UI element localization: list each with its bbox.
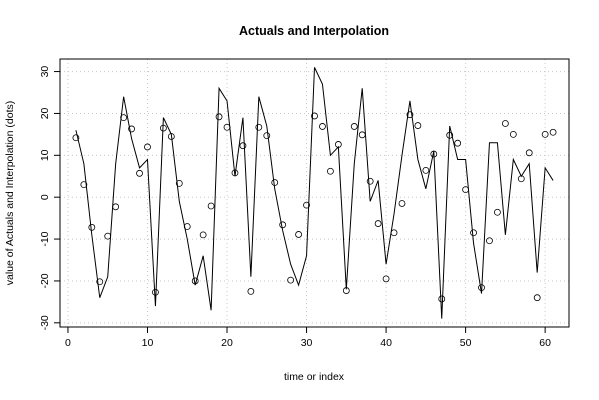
data-point (334, 141, 342, 148)
x-tick-label: 60 (539, 337, 551, 349)
data-point (517, 175, 525, 183)
y-tick-label: 10 (39, 149, 51, 161)
data-point (509, 130, 517, 138)
data-point (462, 186, 470, 194)
data-point (446, 131, 454, 139)
x-axis-label: time or index (284, 371, 345, 383)
data-point (207, 202, 215, 210)
data-point (374, 220, 382, 227)
y-tick-label: 0 (39, 194, 51, 200)
data-point (533, 294, 541, 302)
data-point (430, 150, 438, 158)
y-tick-label: -30 (39, 315, 51, 330)
y-tick-label: -20 (39, 273, 51, 288)
data-point (390, 229, 398, 237)
data-point (144, 143, 151, 151)
data-point (152, 288, 159, 296)
x-tick-label: 50 (460, 337, 472, 349)
data-point (112, 203, 120, 211)
data-point (319, 123, 326, 130)
data-point (247, 288, 255, 295)
y-axis: -30 -20 -10 0 10 20 30 (39, 66, 61, 330)
data-point (72, 134, 80, 142)
data-point (358, 131, 366, 139)
data-point (120, 114, 128, 122)
data-point (501, 120, 509, 127)
data-point (438, 295, 446, 303)
data-point (525, 149, 533, 157)
data-point (303, 201, 310, 209)
data-point (486, 237, 493, 245)
data-point (470, 229, 477, 237)
data-point (295, 231, 302, 238)
data-point (175, 179, 183, 187)
series-interpolation-points (72, 111, 557, 303)
data-point (422, 166, 430, 174)
data-point (454, 139, 462, 147)
series-actuals-line (75, 67, 554, 319)
data-point (80, 181, 88, 189)
y-tick-label: -10 (39, 231, 51, 246)
data-point (231, 169, 239, 177)
grid (60, 59, 569, 327)
data-point (549, 128, 557, 136)
data-point (279, 221, 287, 229)
data-point (215, 113, 223, 121)
data-point (167, 133, 175, 140)
x-tick-label: 20 (221, 337, 233, 349)
x-tick-label: 30 (301, 337, 313, 349)
data-point (183, 223, 191, 230)
y-axis-label: value of Actuals and Interpolation (dots… (4, 101, 16, 285)
data-point (494, 208, 501, 216)
x-axis: 0 10 20 30 40 50 60 (65, 326, 551, 349)
data-point (478, 284, 485, 292)
x-tick-label: 0 (65, 337, 71, 349)
data-point (287, 276, 295, 284)
data-point (271, 179, 279, 186)
chart-title: Actuals and Interpolation (239, 24, 389, 38)
data-point (255, 123, 263, 131)
data-point (398, 200, 406, 207)
data-point (382, 275, 390, 283)
x-tick-label: 10 (142, 337, 154, 349)
data-point (239, 142, 247, 150)
y-tick-label: 30 (39, 66, 51, 78)
y-tick-label: 20 (39, 107, 51, 119)
data-point (342, 287, 350, 294)
data-point (136, 169, 143, 177)
data-point (541, 130, 549, 138)
data-point (366, 177, 374, 185)
data-point (104, 232, 112, 240)
data-point (96, 278, 104, 286)
plot-frame (59, 58, 570, 328)
data-point (223, 123, 231, 131)
data-point (263, 132, 271, 140)
data-point (88, 223, 96, 231)
data-point (327, 167, 334, 175)
data-point (311, 112, 318, 120)
data-point (128, 125, 135, 133)
data-point (350, 123, 358, 130)
data-point (414, 122, 422, 129)
data-point (406, 111, 414, 119)
data-point (159, 124, 167, 132)
data-point (199, 231, 207, 239)
data-point (191, 277, 199, 285)
x-tick-label: 40 (380, 337, 392, 349)
